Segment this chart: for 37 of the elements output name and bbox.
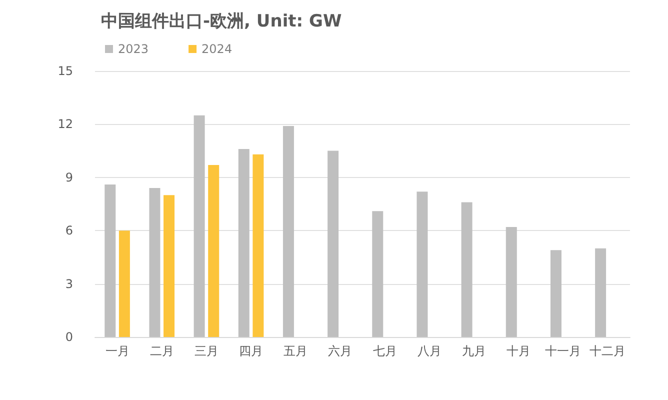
y-tick-label: 6 — [65, 224, 73, 238]
y-tick-label: 15 — [58, 64, 73, 78]
x-tick-label: 九月 — [462, 344, 486, 358]
bar — [164, 195, 175, 337]
x-tick-label: 二月 — [150, 344, 174, 358]
bar — [238, 149, 250, 337]
bar — [461, 202, 472, 337]
legend-label: 2024 — [202, 42, 232, 56]
x-tick-label: 十二月 — [590, 344, 626, 358]
x-tick-label: 五月 — [284, 344, 308, 358]
bar — [416, 192, 428, 337]
bar — [506, 227, 517, 337]
y-tick-label: 0 — [65, 330, 73, 344]
bar — [252, 154, 264, 337]
bar — [328, 150, 339, 337]
bar — [282, 126, 294, 337]
y-tick-label: 3 — [65, 276, 73, 291]
bar — [372, 211, 384, 337]
bar — [550, 250, 562, 337]
x-tick-label: 十月 — [506, 344, 531, 358]
x-tick-label: 十一月 — [545, 344, 582, 358]
bar — [208, 164, 220, 337]
y-tick-label: 12 — [58, 117, 73, 132]
bar — [118, 230, 130, 337]
bar — [595, 248, 606, 337]
x-tick-label: 七月 — [372, 344, 397, 358]
x-tick-label: 六月 — [328, 344, 352, 358]
bar — [104, 184, 116, 337]
x-tick-label: 八月 — [417, 344, 442, 358]
x-tick-label: 一月 — [105, 344, 130, 358]
legend-label: 2023 — [118, 42, 149, 56]
x-tick-label: 三月 — [194, 344, 218, 358]
chart-title: 中国组件出口-欧洲, Unit: GW — [101, 12, 342, 32]
y-tick-label: 9 — [65, 170, 73, 184]
bar — [149, 188, 160, 337]
bar — [194, 115, 205, 337]
x-tick-label: 四月 — [239, 344, 264, 358]
